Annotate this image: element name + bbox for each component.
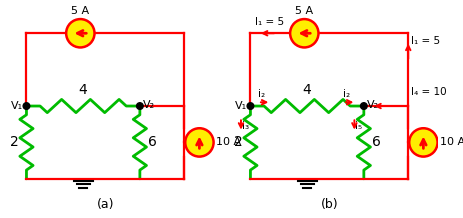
Text: V₂: V₂	[366, 100, 378, 110]
Circle shape	[66, 19, 94, 48]
Text: 6: 6	[148, 135, 157, 149]
Text: 6: 6	[371, 135, 381, 149]
Circle shape	[185, 128, 213, 157]
Text: 5 A: 5 A	[294, 6, 313, 16]
Text: i₂: i₂	[257, 89, 264, 99]
Text: 2: 2	[233, 135, 242, 149]
Text: 5 A: 5 A	[71, 6, 89, 16]
Text: 10 A: 10 A	[439, 137, 463, 147]
Text: V₂: V₂	[143, 100, 155, 110]
Text: I₁ = 5: I₁ = 5	[410, 36, 439, 46]
Text: I₄ = 10: I₄ = 10	[410, 87, 446, 97]
Text: (b): (b)	[320, 198, 338, 211]
Circle shape	[136, 103, 143, 109]
Circle shape	[23, 103, 30, 109]
Text: i₂: i₂	[342, 89, 350, 99]
Circle shape	[360, 103, 366, 109]
Text: V₁: V₁	[11, 101, 23, 111]
Text: 2: 2	[10, 135, 19, 149]
Text: i₃: i₃	[241, 121, 249, 131]
Circle shape	[247, 103, 253, 109]
Circle shape	[289, 19, 318, 48]
Text: 4: 4	[302, 83, 311, 97]
Text: i₅: i₅	[355, 121, 362, 131]
Text: (a): (a)	[96, 198, 114, 211]
Text: I₁ = 5: I₁ = 5	[255, 17, 284, 27]
Circle shape	[408, 128, 437, 157]
Text: V₁: V₁	[234, 101, 246, 111]
Text: 10 A: 10 A	[216, 137, 241, 147]
Text: 4: 4	[79, 83, 88, 97]
